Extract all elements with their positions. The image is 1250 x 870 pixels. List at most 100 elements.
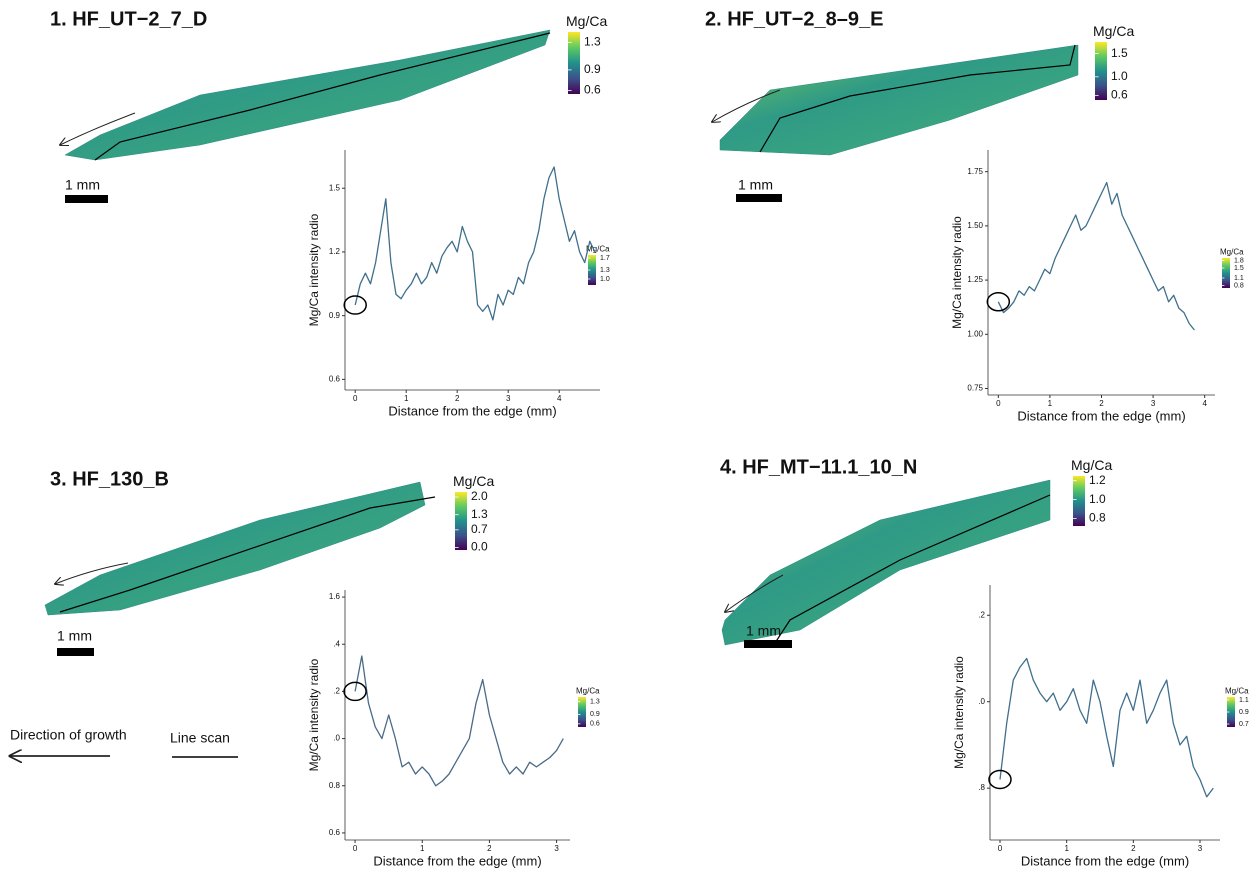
- scale-bar: [736, 194, 782, 202]
- y-tick-label: 0.75: [967, 384, 983, 393]
- colorbar-tick-label: 1.0: [600, 276, 610, 283]
- colorbar-tick-label: 0.9: [590, 711, 600, 718]
- colorbar-tick-label: 1.5: [1111, 46, 1128, 60]
- colorbar-tick-label: 1.5: [1234, 265, 1244, 272]
- data-line: [354, 655, 564, 787]
- colorbar-tick-label: 0.6: [1111, 88, 1128, 102]
- colorbar-tick-label: 0.9: [584, 62, 601, 76]
- colorbar: [1227, 697, 1235, 727]
- y-tick-label: .0: [978, 697, 985, 706]
- x-tick-label: 3: [506, 394, 511, 403]
- colorbar-tick-label: 0.9: [1239, 709, 1249, 716]
- x-axis-label: Distance from the edge (mm): [388, 403, 556, 418]
- x-tick-label: 1: [1064, 844, 1069, 853]
- scale-label: 1 mm: [65, 177, 100, 193]
- data-line: [997, 181, 1195, 331]
- colorbar: [1073, 476, 1085, 526]
- y-tick-label: 0.8: [329, 781, 341, 790]
- colorbar-tick-label: 1.3: [600, 267, 610, 274]
- y-tick-label: .2: [978, 610, 985, 619]
- colorbar-title: Mg/Ca: [1220, 248, 1244, 257]
- sample-map: [44, 481, 426, 616]
- scan-track: [59, 496, 436, 613]
- edge-circle: [343, 681, 367, 702]
- x-tick-label: 2: [455, 394, 460, 403]
- colorbar: [578, 697, 586, 727]
- y-tick-label: 0.6: [329, 828, 341, 837]
- y-axis-label: Mg/Ca intensity radio: [952, 656, 966, 769]
- colorbar-tick-label: 0.8: [1234, 282, 1244, 289]
- y-tick-label: .0: [333, 734, 340, 743]
- colorbar-tick-label: 1.3: [471, 507, 488, 521]
- x-tick-label: 3: [554, 844, 559, 853]
- sample-map: [719, 44, 1079, 156]
- colorbar-title: Mg/Ca: [1225, 687, 1249, 696]
- colorbar: [1095, 42, 1107, 100]
- panel-title: 4. HF_MT−11.1_10_N: [720, 456, 917, 478]
- x-axis-label: Distance from the edge (mm): [1021, 853, 1189, 868]
- colorbar-title: Mg/Ca: [453, 473, 494, 489]
- colorbar-title: Mg/Ca: [1093, 23, 1134, 39]
- colorbar: [568, 32, 580, 94]
- colorbar-tick-label: 1.0: [1111, 69, 1128, 83]
- scale-label: 1 mm: [746, 623, 781, 639]
- colorbar-tick-label: 1.3: [590, 699, 600, 706]
- colorbar-tick-label: 2.0: [471, 489, 488, 503]
- y-axis-label: Mg/Ca intensity radio: [307, 658, 321, 771]
- growth-label: Direction of growth: [10, 727, 127, 743]
- y-tick-label: 1.75: [967, 167, 983, 176]
- y-tick-label: 1.5: [329, 183, 341, 192]
- x-tick-label: 1: [404, 394, 409, 403]
- scale-label: 1 mm: [57, 628, 92, 644]
- scale-bar: [65, 195, 108, 203]
- y-axis-label: Mg/Ca intensity radio: [950, 216, 964, 329]
- y-tick-label: 1.25: [967, 275, 983, 284]
- y-tick-label: .8: [978, 783, 985, 792]
- y-tick-label: 1.6: [329, 592, 341, 601]
- colorbar-tick-label: 0.6: [590, 721, 600, 728]
- scan-label: Line scan: [170, 730, 230, 746]
- y-tick-label: 1.50: [967, 221, 983, 230]
- x-tick-label: 1: [420, 844, 425, 853]
- growth-arrow: [60, 112, 136, 145]
- colorbar: [1222, 258, 1230, 288]
- x-tick-label: 0: [353, 844, 358, 853]
- edge-circle: [986, 292, 1011, 312]
- colorbar-title: Mg/Ca: [586, 245, 610, 254]
- sample-map: [721, 479, 1051, 646]
- data-line: [354, 166, 596, 321]
- colorbar-tick-label: 0.6: [584, 83, 601, 97]
- colorbar-tick-label: 1.3: [584, 35, 601, 49]
- colorbar-tick-label: 1.0: [1089, 492, 1106, 506]
- x-axis-label: Distance from the edge (mm): [373, 853, 541, 868]
- scan-track: [759, 44, 1076, 153]
- growth-arrow: [725, 574, 784, 612]
- x-tick-label: 4: [1202, 399, 1207, 408]
- scan-track: [774, 494, 1051, 644]
- colorbar-tick-label: 1.7: [600, 255, 610, 262]
- x-tick-label: 2: [487, 844, 492, 853]
- colorbar-tick-label: 1.1: [1239, 697, 1249, 704]
- colorbar-tick-label: 0.8: [1089, 511, 1106, 525]
- y-tick-label: 1.2: [329, 247, 341, 256]
- colorbar-title: Mg/Ca: [566, 13, 607, 29]
- x-tick-label: 1: [1048, 399, 1053, 408]
- scan-track: [94, 32, 551, 161]
- x-tick-label: 3: [1151, 399, 1156, 408]
- colorbar-tick-label: 1.2: [1089, 473, 1106, 487]
- edge-circle: [988, 769, 1012, 790]
- x-tick-label: 0: [996, 399, 1001, 408]
- colorbar-tick-label: 0.0: [471, 540, 488, 554]
- panel-title: 3. HF_130_B: [50, 468, 169, 490]
- colorbar: [455, 492, 467, 550]
- scale-bar: [57, 648, 94, 656]
- x-tick-label: 3: [1198, 844, 1203, 853]
- x-tick-label: 0: [353, 394, 358, 403]
- growth-arrow: [712, 89, 781, 122]
- y-tick-label: .2: [333, 687, 340, 696]
- y-axis-label: Mg/Ca intensity radio: [307, 213, 321, 326]
- colorbar: [588, 255, 596, 285]
- scale-label: 1 mm: [738, 177, 773, 193]
- x-tick-label: 4: [557, 394, 562, 403]
